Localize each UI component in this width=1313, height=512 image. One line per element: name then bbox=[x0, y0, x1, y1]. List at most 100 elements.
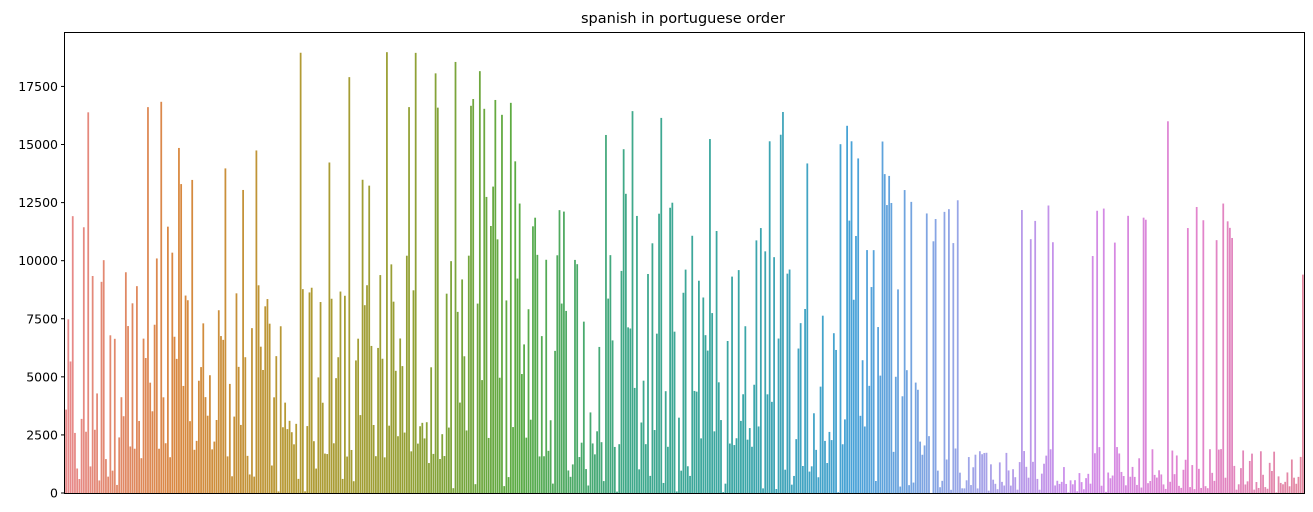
bar bbox=[514, 161, 517, 493]
bar bbox=[428, 463, 430, 493]
bar bbox=[735, 438, 738, 493]
bar bbox=[85, 431, 87, 493]
bar bbox=[715, 231, 718, 493]
bar bbox=[151, 411, 154, 493]
bar bbox=[983, 452, 986, 493]
bar bbox=[804, 308, 806, 493]
bar bbox=[684, 269, 687, 493]
bar bbox=[341, 478, 344, 493]
y-tick-label: 7500 bbox=[26, 311, 58, 326]
bar bbox=[928, 436, 930, 493]
bar bbox=[405, 255, 408, 493]
bar bbox=[421, 422, 424, 493]
bar bbox=[370, 345, 373, 493]
bar bbox=[1209, 449, 1211, 493]
bar bbox=[1131, 466, 1134, 493]
bar bbox=[1235, 489, 1238, 493]
bar bbox=[450, 261, 452, 493]
bar bbox=[69, 361, 72, 493]
bar bbox=[197, 380, 200, 493]
bar bbox=[399, 338, 402, 493]
bar bbox=[74, 432, 76, 493]
bar bbox=[443, 456, 446, 493]
bar bbox=[366, 285, 368, 493]
bar bbox=[830, 440, 833, 493]
bar bbox=[934, 219, 937, 493]
chart-title: spanish in portuguese order bbox=[581, 11, 785, 27]
bar bbox=[764, 251, 767, 493]
bar bbox=[693, 390, 696, 493]
bar bbox=[671, 202, 674, 493]
bar bbox=[129, 446, 132, 493]
bar bbox=[1288, 486, 1291, 493]
bar bbox=[695, 391, 698, 493]
bar bbox=[1171, 450, 1174, 493]
bar bbox=[1111, 475, 1114, 493]
bar bbox=[1034, 220, 1037, 493]
y-tick-label: 5000 bbox=[26, 369, 58, 384]
bar bbox=[235, 293, 238, 493]
bar bbox=[994, 483, 997, 493]
bar bbox=[485, 196, 488, 493]
bar bbox=[1109, 478, 1112, 493]
bar bbox=[1052, 242, 1054, 493]
bar bbox=[1182, 469, 1185, 493]
bar bbox=[147, 107, 149, 493]
bar bbox=[1299, 456, 1302, 493]
bar bbox=[1049, 449, 1052, 493]
bar bbox=[107, 476, 110, 493]
bar bbox=[990, 464, 992, 493]
bar bbox=[724, 483, 727, 493]
bar bbox=[1226, 221, 1229, 493]
bar bbox=[797, 348, 800, 493]
bar bbox=[76, 468, 79, 493]
bar bbox=[1160, 474, 1163, 493]
bar bbox=[863, 426, 866, 493]
bar bbox=[191, 179, 194, 494]
bar bbox=[680, 470, 683, 493]
bar bbox=[726, 341, 729, 493]
bar bbox=[574, 259, 576, 493]
bar bbox=[1169, 481, 1172, 493]
bar bbox=[244, 357, 247, 493]
bar bbox=[826, 463, 829, 493]
bar bbox=[629, 328, 632, 493]
bar bbox=[434, 73, 437, 493]
bar bbox=[551, 483, 554, 493]
bar bbox=[948, 209, 950, 493]
bar bbox=[936, 470, 939, 493]
bar bbox=[118, 437, 121, 493]
bar bbox=[609, 255, 612, 493]
bar bbox=[71, 216, 74, 493]
bar bbox=[155, 258, 158, 493]
bar bbox=[259, 346, 262, 493]
bar bbox=[894, 376, 897, 493]
bar bbox=[357, 338, 360, 493]
bar bbox=[636, 215, 638, 493]
bar bbox=[490, 225, 492, 494]
bar bbox=[1164, 488, 1167, 493]
bar bbox=[1279, 482, 1282, 493]
bar bbox=[295, 423, 298, 493]
bar bbox=[1025, 466, 1028, 493]
bar bbox=[682, 292, 685, 493]
bar bbox=[775, 489, 778, 493]
bar bbox=[706, 350, 709, 493]
bar bbox=[970, 485, 972, 493]
bar bbox=[821, 315, 824, 493]
bar bbox=[945, 459, 948, 493]
bar bbox=[1076, 491, 1079, 493]
bar bbox=[925, 213, 928, 493]
bar bbox=[698, 280, 700, 493]
bar bbox=[923, 445, 926, 493]
bar bbox=[890, 202, 893, 494]
bar bbox=[315, 468, 317, 493]
bar bbox=[795, 439, 798, 493]
bar bbox=[832, 333, 835, 493]
bar bbox=[279, 326, 282, 493]
bar bbox=[138, 420, 140, 493]
bar bbox=[65, 409, 67, 493]
bar bbox=[332, 443, 335, 493]
bar bbox=[1255, 482, 1258, 493]
bar bbox=[861, 360, 864, 493]
